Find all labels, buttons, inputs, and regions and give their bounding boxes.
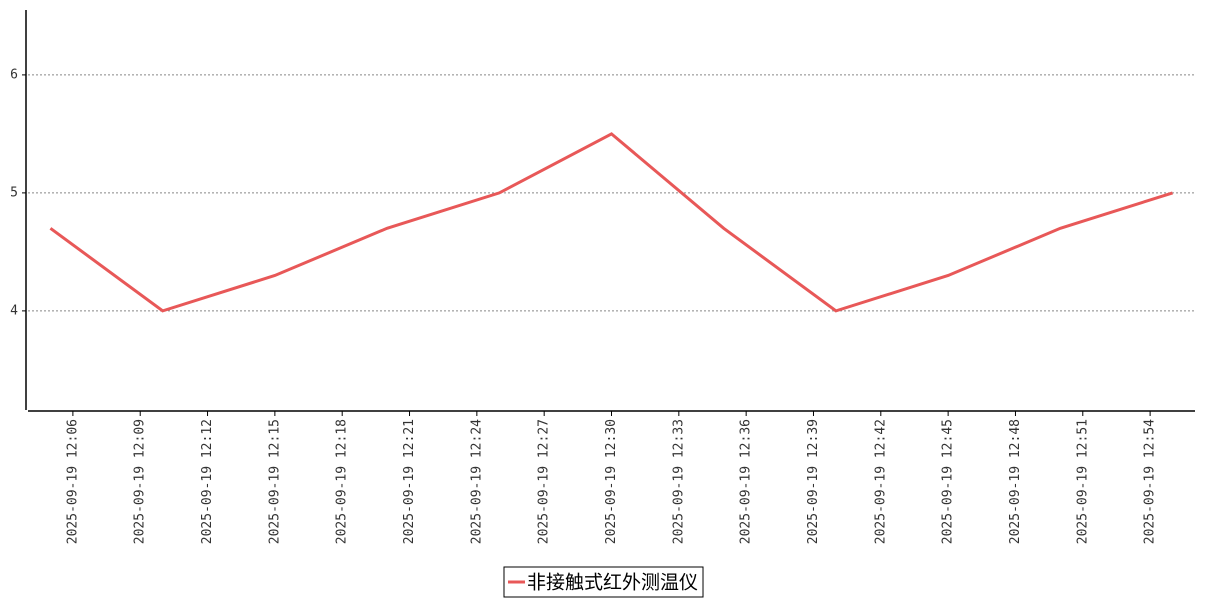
legend-label: 非接触式红外测温仪 <box>527 572 698 594</box>
x-tick-label: 2025-09-19 12:12 <box>200 419 215 544</box>
y-tick-label: 4 <box>10 303 18 318</box>
x-tick-label: 2025-09-19 12:30 <box>604 419 619 544</box>
x-tick-label: 2025-09-19 12:39 <box>806 419 821 544</box>
legend-box <box>503 566 704 598</box>
x-tick-label: 2025-09-19 12:54 <box>1143 419 1158 544</box>
x-tick-label: 2025-09-19 12:33 <box>671 419 686 544</box>
x-tick-label: 2025-09-19 12:09 <box>133 419 148 544</box>
x-tick-label: 2025-09-19 12:48 <box>1008 419 1023 544</box>
x-tick-label: 2025-09-19 12:21 <box>402 419 417 544</box>
x-tick-label: 2025-09-19 12:42 <box>873 419 888 544</box>
line-series <box>49 132 1174 313</box>
y-tick-label: 6 <box>10 67 18 82</box>
x-tick-label: 2025-09-19 12:36 <box>739 419 754 544</box>
x-tick-label: 2025-09-19 12:24 <box>469 419 484 544</box>
x-tick-label: 2025-09-19 12:27 <box>537 419 552 544</box>
y-tick-label: 5 <box>10 185 18 200</box>
x-tick-label: 2025-09-19 12:51 <box>1075 419 1090 544</box>
x-tick-label: 2025-09-19 12:06 <box>65 419 80 544</box>
x-tick-label: 2025-09-19 12:15 <box>267 419 282 544</box>
x-tick-label: 2025-09-19 12:45 <box>941 419 956 544</box>
x-tick-label: 2025-09-19 12:18 <box>335 419 350 544</box>
